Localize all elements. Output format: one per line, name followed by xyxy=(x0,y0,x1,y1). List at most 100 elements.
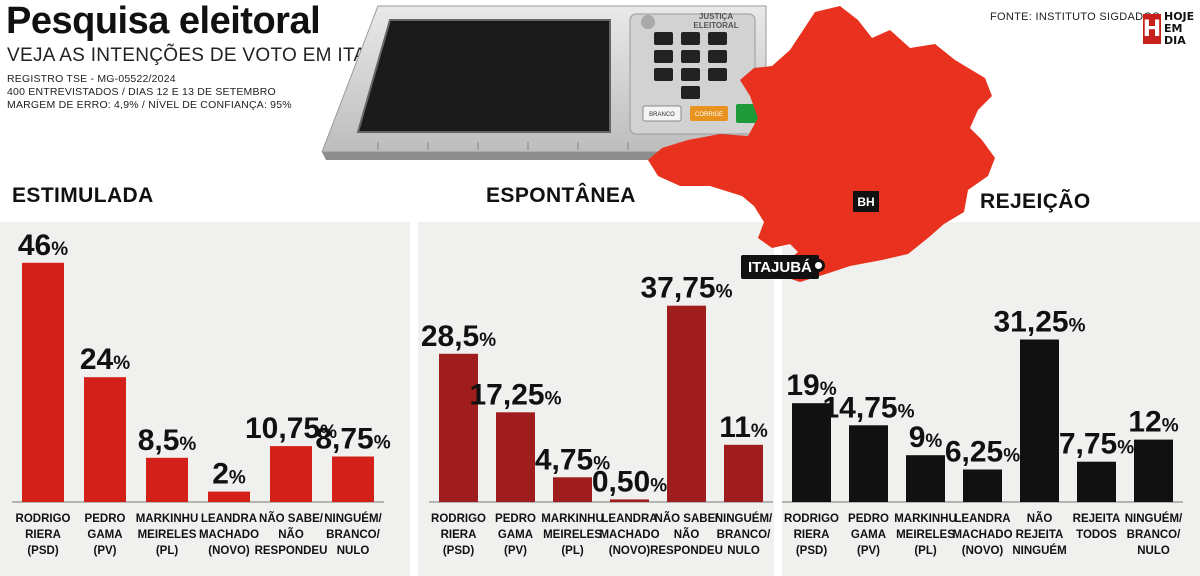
data-label-estimulada-2: 8,5% xyxy=(138,424,197,457)
registro-text: REGISTRO TSE - MG-05522/2024 xyxy=(7,73,176,85)
data-label-unit: % xyxy=(1003,446,1020,467)
bar-estimulada-5 xyxy=(332,456,374,502)
bar-chart-estimulada: 46% RODRIGO RIERA (PSD) 24% PEDRO GAMA (PV) 8,5%… xyxy=(12,229,391,557)
category-label-estimulada-5-1: BRANCO/ xyxy=(326,529,380,541)
map-label-capital: BH xyxy=(853,191,879,212)
newspaper-logo: H HOJE EM DIA xyxy=(1143,11,1195,47)
data-label-value: 24 xyxy=(80,343,114,376)
category-label-estimulada-3-0: LEANDRA xyxy=(201,513,257,525)
bar-rejeicao-4 xyxy=(1020,339,1059,502)
category-label-estimulada-4-0: NÃO SABE/ xyxy=(259,512,324,525)
category-label-rejeicao-4-0: NÃO xyxy=(1027,512,1053,525)
machine-label-1: JUSTIÇA xyxy=(699,12,733,21)
category-label-rejeicao-4-1: REJEITA xyxy=(1016,529,1064,541)
bar-espontanea-1 xyxy=(496,412,535,502)
category-label-estimulada-1-1: GAMA xyxy=(87,529,122,541)
bar-espontanea-2 xyxy=(553,477,592,502)
data-label-espontanea-3: 0,50% xyxy=(592,465,667,498)
category-label-rejeicao-6-2: NULO xyxy=(1137,545,1170,557)
category-label-espontanea-4-2: RESPONDEU xyxy=(650,545,723,557)
bar-rejeicao-0 xyxy=(792,403,831,502)
category-label-espontanea-0-2: (PSD) xyxy=(443,545,474,557)
panel-rejeicao-bg xyxy=(782,222,1200,576)
source-text: FONTE: INSTITUTO SIGDADOS xyxy=(990,11,1160,23)
data-label-espontanea-5: 11% xyxy=(719,411,768,444)
chart-title-espontanea: ESPONTÂNEA xyxy=(486,184,636,207)
category-label-espontanea-1-0: PEDRO xyxy=(495,513,536,525)
category-label-estimulada-3-2: (NOVO) xyxy=(208,545,250,557)
bar-espontanea-0 xyxy=(439,353,478,502)
chart-title-rejeicao: REJEIÇÃO xyxy=(980,190,1091,213)
category-label-rejeicao-6-0: NINGUÉM/ xyxy=(1125,512,1183,525)
data-label-rejeicao-2: 9% xyxy=(909,421,943,454)
category-label-espontanea-4-0: NÃO SABE/ xyxy=(655,512,720,525)
data-label-espontanea-1: 17,25% xyxy=(470,378,562,411)
data-label-unit: % xyxy=(820,379,837,400)
bar-chart-rejeicao: 19% RODRIGO RIERA (PSD) 14,75% PEDRO GAMA (PV) 9… xyxy=(782,306,1183,557)
data-label-value: 28,5 xyxy=(421,320,479,353)
panel-estimulada-bg xyxy=(0,222,410,576)
bar-rejeicao-1 xyxy=(849,425,888,502)
data-label-rejeicao-6: 12% xyxy=(1128,406,1178,439)
chart-title-estimulada: ESTIMULADA xyxy=(12,184,154,207)
category-label-espontanea-3-2: (NOVO) xyxy=(609,545,651,557)
category-label-espontanea-5-0: NINGUÉM/ xyxy=(715,512,773,525)
category-label-espontanea-5-2: NULO xyxy=(727,545,760,557)
data-label-unit: % xyxy=(1069,316,1086,337)
category-label-estimulada-2-0: MARKINHU xyxy=(136,513,199,525)
data-label-unit: % xyxy=(898,401,915,422)
data-label-value: 19 xyxy=(786,369,819,402)
bar-espontanea-5 xyxy=(724,444,763,502)
category-label-espontanea-0-1: RIERA xyxy=(441,529,477,541)
data-label-estimulada-5: 8,75% xyxy=(315,423,390,456)
data-label-espontanea-2: 4,75% xyxy=(535,443,610,476)
data-label-estimulada-4: 10,75% xyxy=(245,412,337,445)
category-label-estimulada-4-1: NÃO xyxy=(278,528,304,541)
data-label-rejeicao-3: 6,25% xyxy=(945,436,1020,469)
category-label-rejeicao-1-0: PEDRO xyxy=(848,513,889,525)
category-label-espontanea-5-1: BRANCO/ xyxy=(717,529,771,541)
bar-rejeicao-2 xyxy=(906,455,945,502)
data-label-unit: % xyxy=(925,431,942,452)
data-label-value: 37,75 xyxy=(641,272,716,305)
category-label-rejeicao-0-0: RODRIGO xyxy=(784,513,839,525)
data-label-value: 14,75 xyxy=(823,391,898,424)
state-map-shape xyxy=(648,6,995,282)
category-label-rejeicao-0-1: RIERA xyxy=(794,529,830,541)
data-label-rejeicao-0: 19% xyxy=(786,369,836,402)
category-label-espontanea-3-1: MACHADO xyxy=(599,529,659,541)
category-label-rejeicao-5-0: REJEITA xyxy=(1073,513,1121,525)
data-label-rejeicao-5: 7,75% xyxy=(1059,428,1134,461)
category-label-rejeicao-3-0: LEANDRA xyxy=(954,513,1010,525)
category-label-estimulada-1-0: PEDRO xyxy=(85,513,126,525)
voting-machine-illustration: JUSTIÇA ELEITORAL BRANCO CORRIGE xyxy=(321,5,767,160)
bar-rejeicao-5 xyxy=(1077,461,1116,502)
bar-estimulada-2 xyxy=(146,457,188,502)
bar-espontanea-4 xyxy=(667,305,706,502)
data-label-rejeicao-1: 14,75% xyxy=(823,391,915,424)
data-label-value: 46 xyxy=(18,229,51,262)
state-map xyxy=(648,6,995,282)
data-label-value: 8,5 xyxy=(138,424,180,457)
category-label-espontanea-2-2: (PL) xyxy=(561,545,584,557)
data-label-value: 9 xyxy=(909,421,926,454)
data-label-value: 6,25 xyxy=(945,436,1003,469)
bar-estimulada-1 xyxy=(84,377,126,502)
category-label-rejeicao-3-1: MACHADO xyxy=(952,529,1012,541)
data-label-unit: % xyxy=(229,468,246,489)
data-label-unit: % xyxy=(593,453,610,474)
data-label-unit: % xyxy=(716,282,733,303)
data-label-value: 7,75 xyxy=(1059,428,1117,461)
page-title: Pesquisa eleitoral xyxy=(6,0,321,42)
btn-branco-label: BRANCO xyxy=(649,112,675,118)
machine-label-2: ELEITORAL xyxy=(693,21,738,30)
data-label-unit: % xyxy=(113,353,130,374)
data-label-espontanea-4: 37,75% xyxy=(641,272,733,305)
category-label-espontanea-3-0: LEANDRA xyxy=(601,513,657,525)
map-location-dot xyxy=(812,259,825,272)
data-label-estimulada-1: 24% xyxy=(80,343,130,376)
bar-espontanea-3 xyxy=(610,499,649,502)
category-label-estimulada-2-2: (PL) xyxy=(156,545,179,557)
data-label-value: 10,75 xyxy=(245,412,320,445)
data-label-unit: % xyxy=(545,388,562,409)
